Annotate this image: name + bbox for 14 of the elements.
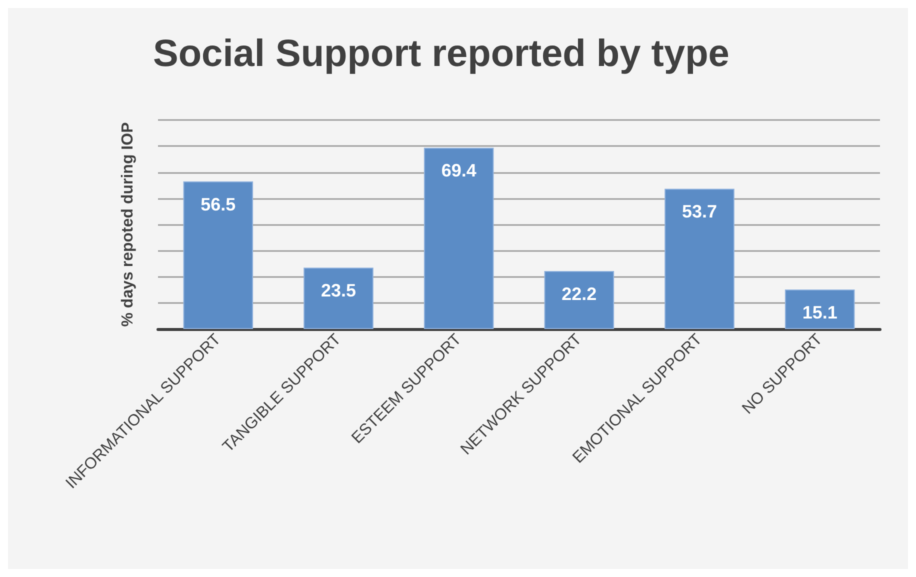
- data-label: 23.5: [320, 280, 356, 301]
- bar: [544, 271, 614, 329]
- bar: [183, 181, 254, 329]
- data-label: 22.2: [562, 284, 597, 304]
- y-axis-title: % days repoted during IOP: [120, 122, 136, 327]
- data-label: 56.5: [200, 194, 236, 214]
- bar: [784, 290, 855, 329]
- data-label: 15.1: [802, 302, 838, 323]
- bar: [304, 268, 374, 329]
- data-label: 53.7: [682, 202, 718, 222]
- bar: [424, 148, 494, 329]
- bar: [664, 188, 734, 329]
- chart-title: Social Support reported by type: [153, 33, 730, 75]
- data-label: 69.4: [441, 160, 476, 181]
